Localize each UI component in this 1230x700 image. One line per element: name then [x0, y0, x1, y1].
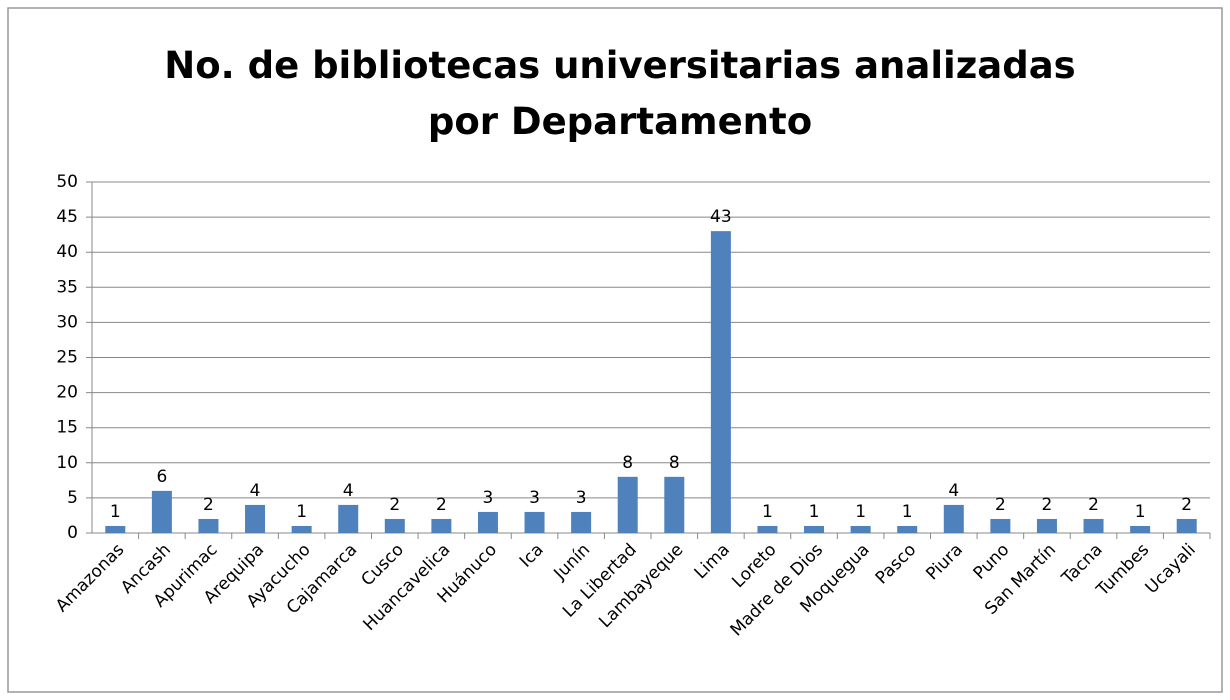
data-label: 1 — [296, 502, 307, 522]
bar — [571, 511, 592, 533]
data-label: 2 — [389, 495, 400, 515]
data-label: 1 — [1135, 502, 1146, 522]
bar — [804, 525, 825, 533]
bar — [990, 518, 1011, 533]
bar — [897, 525, 918, 533]
data-label: 1 — [762, 502, 773, 522]
bar — [431, 518, 452, 533]
bar — [384, 518, 405, 533]
bar — [291, 525, 312, 533]
data-label: 2 — [436, 495, 447, 515]
bar — [105, 525, 126, 533]
data-label: 4 — [343, 481, 354, 501]
y-tick-label: 5 — [67, 488, 78, 508]
bar — [151, 490, 172, 533]
y-tick-label: 40 — [56, 242, 78, 262]
y-tick-label: 25 — [56, 348, 78, 368]
bar — [943, 504, 964, 533]
data-label: 3 — [483, 488, 494, 508]
bar — [198, 518, 219, 533]
data-label: 8 — [622, 453, 633, 473]
y-tick-label: 0 — [67, 523, 78, 543]
y-tick-label: 15 — [56, 418, 78, 438]
data-label: 43 — [710, 207, 732, 227]
data-label: 2 — [1181, 495, 1192, 515]
bar — [710, 231, 731, 533]
chart-title: No. de bibliotecas universitarias analiz… — [164, 44, 1076, 143]
bar — [850, 525, 871, 533]
data-label: 1 — [855, 502, 866, 522]
data-label: 8 — [669, 453, 680, 473]
y-tick-label: 45 — [56, 207, 78, 227]
bar — [1083, 518, 1104, 533]
data-label: 4 — [250, 481, 261, 501]
data-label: 1 — [902, 502, 913, 522]
bar — [1176, 518, 1197, 533]
bar — [524, 511, 545, 533]
y-tick-label: 10 — [56, 453, 78, 473]
data-label: 2 — [1042, 495, 1053, 515]
data-label: 1 — [110, 502, 121, 522]
data-label: 4 — [948, 481, 959, 501]
bar — [1036, 518, 1057, 533]
data-label: 2 — [203, 495, 214, 515]
bar — [664, 476, 685, 533]
y-tick-label: 30 — [56, 312, 78, 332]
bar — [338, 504, 359, 533]
bar — [617, 476, 638, 533]
y-tick-label: 35 — [56, 277, 78, 297]
data-label: 2 — [1088, 495, 1099, 515]
bar — [757, 525, 778, 533]
bar — [245, 504, 266, 533]
data-label: 3 — [529, 488, 540, 508]
data-label: 1 — [809, 502, 820, 522]
y-tick-label: 20 — [56, 383, 78, 403]
bar — [477, 511, 498, 533]
data-label: 3 — [576, 488, 587, 508]
data-label: 2 — [995, 495, 1006, 515]
bar — [1130, 525, 1151, 533]
data-label: 6 — [156, 467, 167, 487]
chart-border — [7, 7, 1223, 693]
y-tick-label: 50 — [56, 172, 78, 192]
